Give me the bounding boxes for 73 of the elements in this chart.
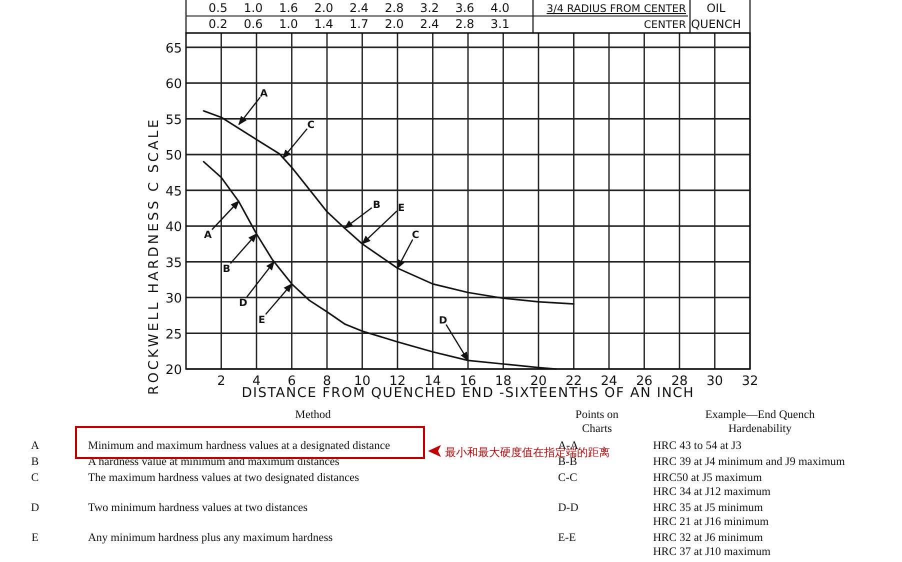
text: HRC 39 at J4 minimum and J9 maximum <box>653 456 846 468</box>
text: 1.6 <box>278 1 298 15</box>
annotation: A <box>204 230 212 241</box>
text: 1.0 <box>244 1 263 15</box>
text: C <box>31 472 40 484</box>
annotation: E <box>398 202 405 214</box>
text: 3/4 RADIUS FROM CENTER <box>546 3 686 15</box>
text: OIL <box>706 1 726 15</box>
text: 1.0 <box>278 17 298 31</box>
annotation: E <box>258 314 266 326</box>
y-tick-label: 35 <box>165 256 182 271</box>
annotation: B <box>222 264 230 275</box>
text: 4.0 <box>490 1 510 15</box>
text: B <box>31 456 40 468</box>
x-tick-label: 30 <box>706 374 724 389</box>
text: HRC 35 at J5 minimum <box>653 502 763 514</box>
text: A <box>30 440 40 452</box>
text: D-D <box>558 502 578 514</box>
x-tick-label: 32 <box>742 374 758 389</box>
text: 2.8 <box>455 17 474 31</box>
text: CENTER <box>644 19 686 31</box>
text: 3.6 <box>455 1 474 15</box>
y-axis-title: ROCKWELL HARDNESS C SCALE <box>146 117 162 395</box>
text: 2.0 <box>314 1 334 15</box>
text: Any minimum hardness plus any maximum hardness <box>88 532 334 544</box>
y-tick-label: 65 <box>165 41 182 56</box>
y-tick-label: 40 <box>165 220 182 236</box>
text: HRC 37 at J10 maximum <box>653 546 771 558</box>
text: Charts <box>582 423 613 435</box>
y-tick-label: 50 <box>165 148 182 164</box>
annotation: D <box>238 298 248 309</box>
text: HRC 21 at J16 minimum <box>653 516 769 528</box>
text: HRC 34 at J12 maximum <box>653 486 771 498</box>
text: 2.4 <box>349 1 369 15</box>
text: 2.0 <box>384 17 404 31</box>
y-tick-label: 20 <box>165 363 182 378</box>
text: Method <box>295 409 332 421</box>
annotation: A <box>260 88 268 100</box>
text: 0.5 <box>208 1 228 15</box>
text: 1.4 <box>314 17 334 31</box>
text: Hardenability <box>728 423 792 435</box>
text: HRC 43 to 54 at J3 <box>653 440 742 452</box>
text: Minimum and maximum hardness values at a designated distance <box>88 440 390 452</box>
y-tick-label: 60 <box>165 77 182 92</box>
text: 1.7 <box>349 17 369 31</box>
text: 3.2 <box>420 1 440 15</box>
text: C-C <box>558 472 578 484</box>
text: Two minimum hardness values at two distances <box>88 502 308 514</box>
text: 2.4 <box>420 17 440 31</box>
y-tick-label: 45 <box>165 184 182 200</box>
text: HRC50 at J5 maximum <box>653 472 762 484</box>
text: 2.8 <box>384 1 404 15</box>
text: B-B <box>558 456 578 468</box>
annotation: D <box>438 315 448 326</box>
annotation: B <box>372 200 380 212</box>
text: D <box>30 502 40 514</box>
text: QUENCH <box>690 17 742 31</box>
annotation: C <box>412 230 420 242</box>
y-tick-label: 25 <box>165 327 182 342</box>
x-tick-label: 2 <box>217 374 226 389</box>
x-axis-title: DISTANCE FROM QUENCHED END -SIXTEENTHS OF AN INCH <box>242 385 694 401</box>
text: The maximum hardness values at two designated distances <box>88 472 360 484</box>
text: Example—End Quench <box>705 409 816 421</box>
text: 3.1 <box>490 17 510 31</box>
y-tick-label: 30 <box>165 292 182 307</box>
text: Points on <box>575 409 619 421</box>
text: 0.2 <box>208 17 228 31</box>
text: HRC 32 at J6 minimum <box>653 532 763 544</box>
text: E-E <box>558 532 576 544</box>
y-tick-label: 55 <box>165 112 182 128</box>
text: E <box>31 532 39 544</box>
annotation: C <box>307 120 315 132</box>
text: 0.6 <box>244 17 263 31</box>
